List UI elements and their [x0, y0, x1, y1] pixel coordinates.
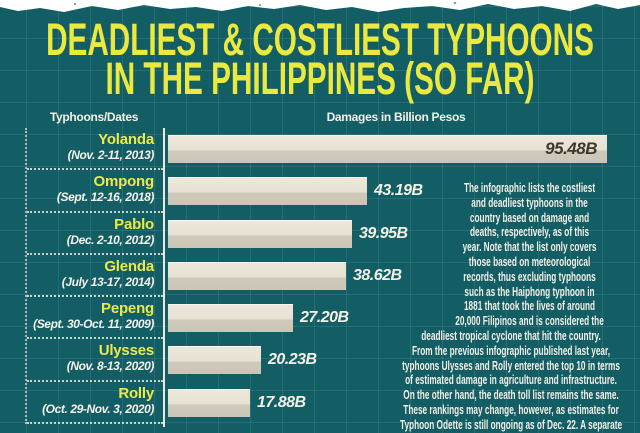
info-note: The infographic lists the costliest and … [383, 181, 639, 433]
note-line: 20,000 Filipinos and is considered the [455, 314, 604, 329]
note-line: of estimated damage in agriculture and i… [405, 373, 617, 388]
note-line: those based on meteorological [468, 254, 591, 269]
page-title: DEADLIEST & COSTLIEST TYPHOONS IN THE PH… [0, 14, 640, 104]
note-line: such as the Haiphong typhoon in [464, 284, 595, 299]
damage-bar [168, 135, 607, 164]
typhoon-name: Pepeng [101, 300, 154, 318]
damage-bar [168, 261, 346, 290]
typhoon-date: (Sept. 12-16, 2018) [56, 190, 155, 205]
note-line: On the other hand, the death toll list r… [403, 388, 619, 403]
note-line: Typhoon Odette is still ongoing as of De… [400, 417, 623, 432]
note-line: The infographic lists the costliest [463, 181, 596, 195]
typhoon-date: (Oct. 29-Nov. 3, 2020) [42, 401, 154, 416]
note-line: deadliest tropical cyclone that hit the … [421, 328, 601, 343]
note-line: typhoons Ulysses and Rolly entered the t… [402, 358, 620, 373]
typhoon-name: Ulysses [98, 342, 155, 360]
typhoon-date: (Nov. 2-11, 2013) [67, 148, 155, 162]
damage-value: 95.48B [545, 139, 597, 159]
damage-value: 27.20B [300, 309, 349, 327]
note-line: country based on damage and [469, 210, 590, 225]
typhoon-name: Pablo [114, 215, 154, 233]
chart-row-pablo: Pablo (Dec. 2-10, 2012) 39.95B [27, 213, 638, 255]
damage-value: 38.62B [353, 266, 402, 284]
note-line: and deadliest typhoons in the [471, 195, 588, 210]
note-line: These rankings may change, however, as e… [403, 402, 619, 417]
damage-bar [168, 388, 250, 417]
note-line: deaths, respectively, as of this [469, 225, 590, 240]
typhoon-name: Glenda [104, 257, 154, 275]
typhoon-name: Rolly [118, 384, 154, 402]
damage-value: 20.23B [268, 351, 317, 369]
note-line: records, thus excluding typhoons [463, 269, 596, 284]
chart-row-pepeng: Pepeng (Sept. 30-Oct. 11, 2009) 27.20B [27, 297, 638, 340]
note-line: From the previous infographic published … [412, 343, 611, 358]
chart-row-yolanda: Yolanda (Nov. 2-11, 2013) 95.48B [27, 128, 638, 171]
note-line: 1881 that took the lives of around [463, 299, 596, 314]
typhoon-date: (July 13-17, 2014) [61, 274, 155, 289]
typhoon-bar-chart: Yolanda (Nov. 2-11, 2013) 95.48B Ompong … [25, 128, 638, 427]
axis-line [163, 128, 165, 427]
column-header-damages: Damages in Billion Pesos [326, 110, 466, 124]
torn-paper-edge [0, 0, 640, 12]
damage-value: 39.95B [359, 224, 408, 242]
damage-bar [168, 177, 367, 206]
chart-row-ompong: Ompong (Sept. 12-16, 2018) 43.19B [27, 170, 638, 213]
typhoon-name: Yolanda [98, 131, 154, 148]
damage-bar [168, 346, 261, 375]
typhoon-date: (Nov. 8-13, 2020) [66, 359, 155, 374]
chart-row-rolly: Rolly (Oct. 29-Nov. 3, 2020) 17.88B [27, 382, 638, 424]
page-title-line-2: IN THE PHILIPPINES (SO FAR) [105, 53, 535, 104]
typhoon-date: (Dec. 2-10, 2012) [66, 232, 155, 247]
chart-row-ulysses: Ulysses (Nov. 8-13, 2020) 20.23B [27, 339, 638, 382]
column-header-typhoons: Typhoons/Dates [49, 110, 139, 124]
damage-bar [168, 219, 352, 248]
note-line: year. Note that the list only covers [462, 240, 597, 255]
damage-value: 17.88B [257, 393, 306, 411]
damage-value: 43.19B [374, 182, 423, 200]
typhoon-date: (Sept. 30-Oct. 11, 2009) [33, 317, 154, 332]
typhoon-name: Ompong [93, 173, 155, 191]
chart-row-glenda: Glenda (July 13-17, 2014) 38.62B [27, 255, 638, 298]
page-title-line-1: DEADLIEST & COSTLIEST TYPHOONS [46, 14, 594, 65]
damage-bar [168, 304, 293, 333]
